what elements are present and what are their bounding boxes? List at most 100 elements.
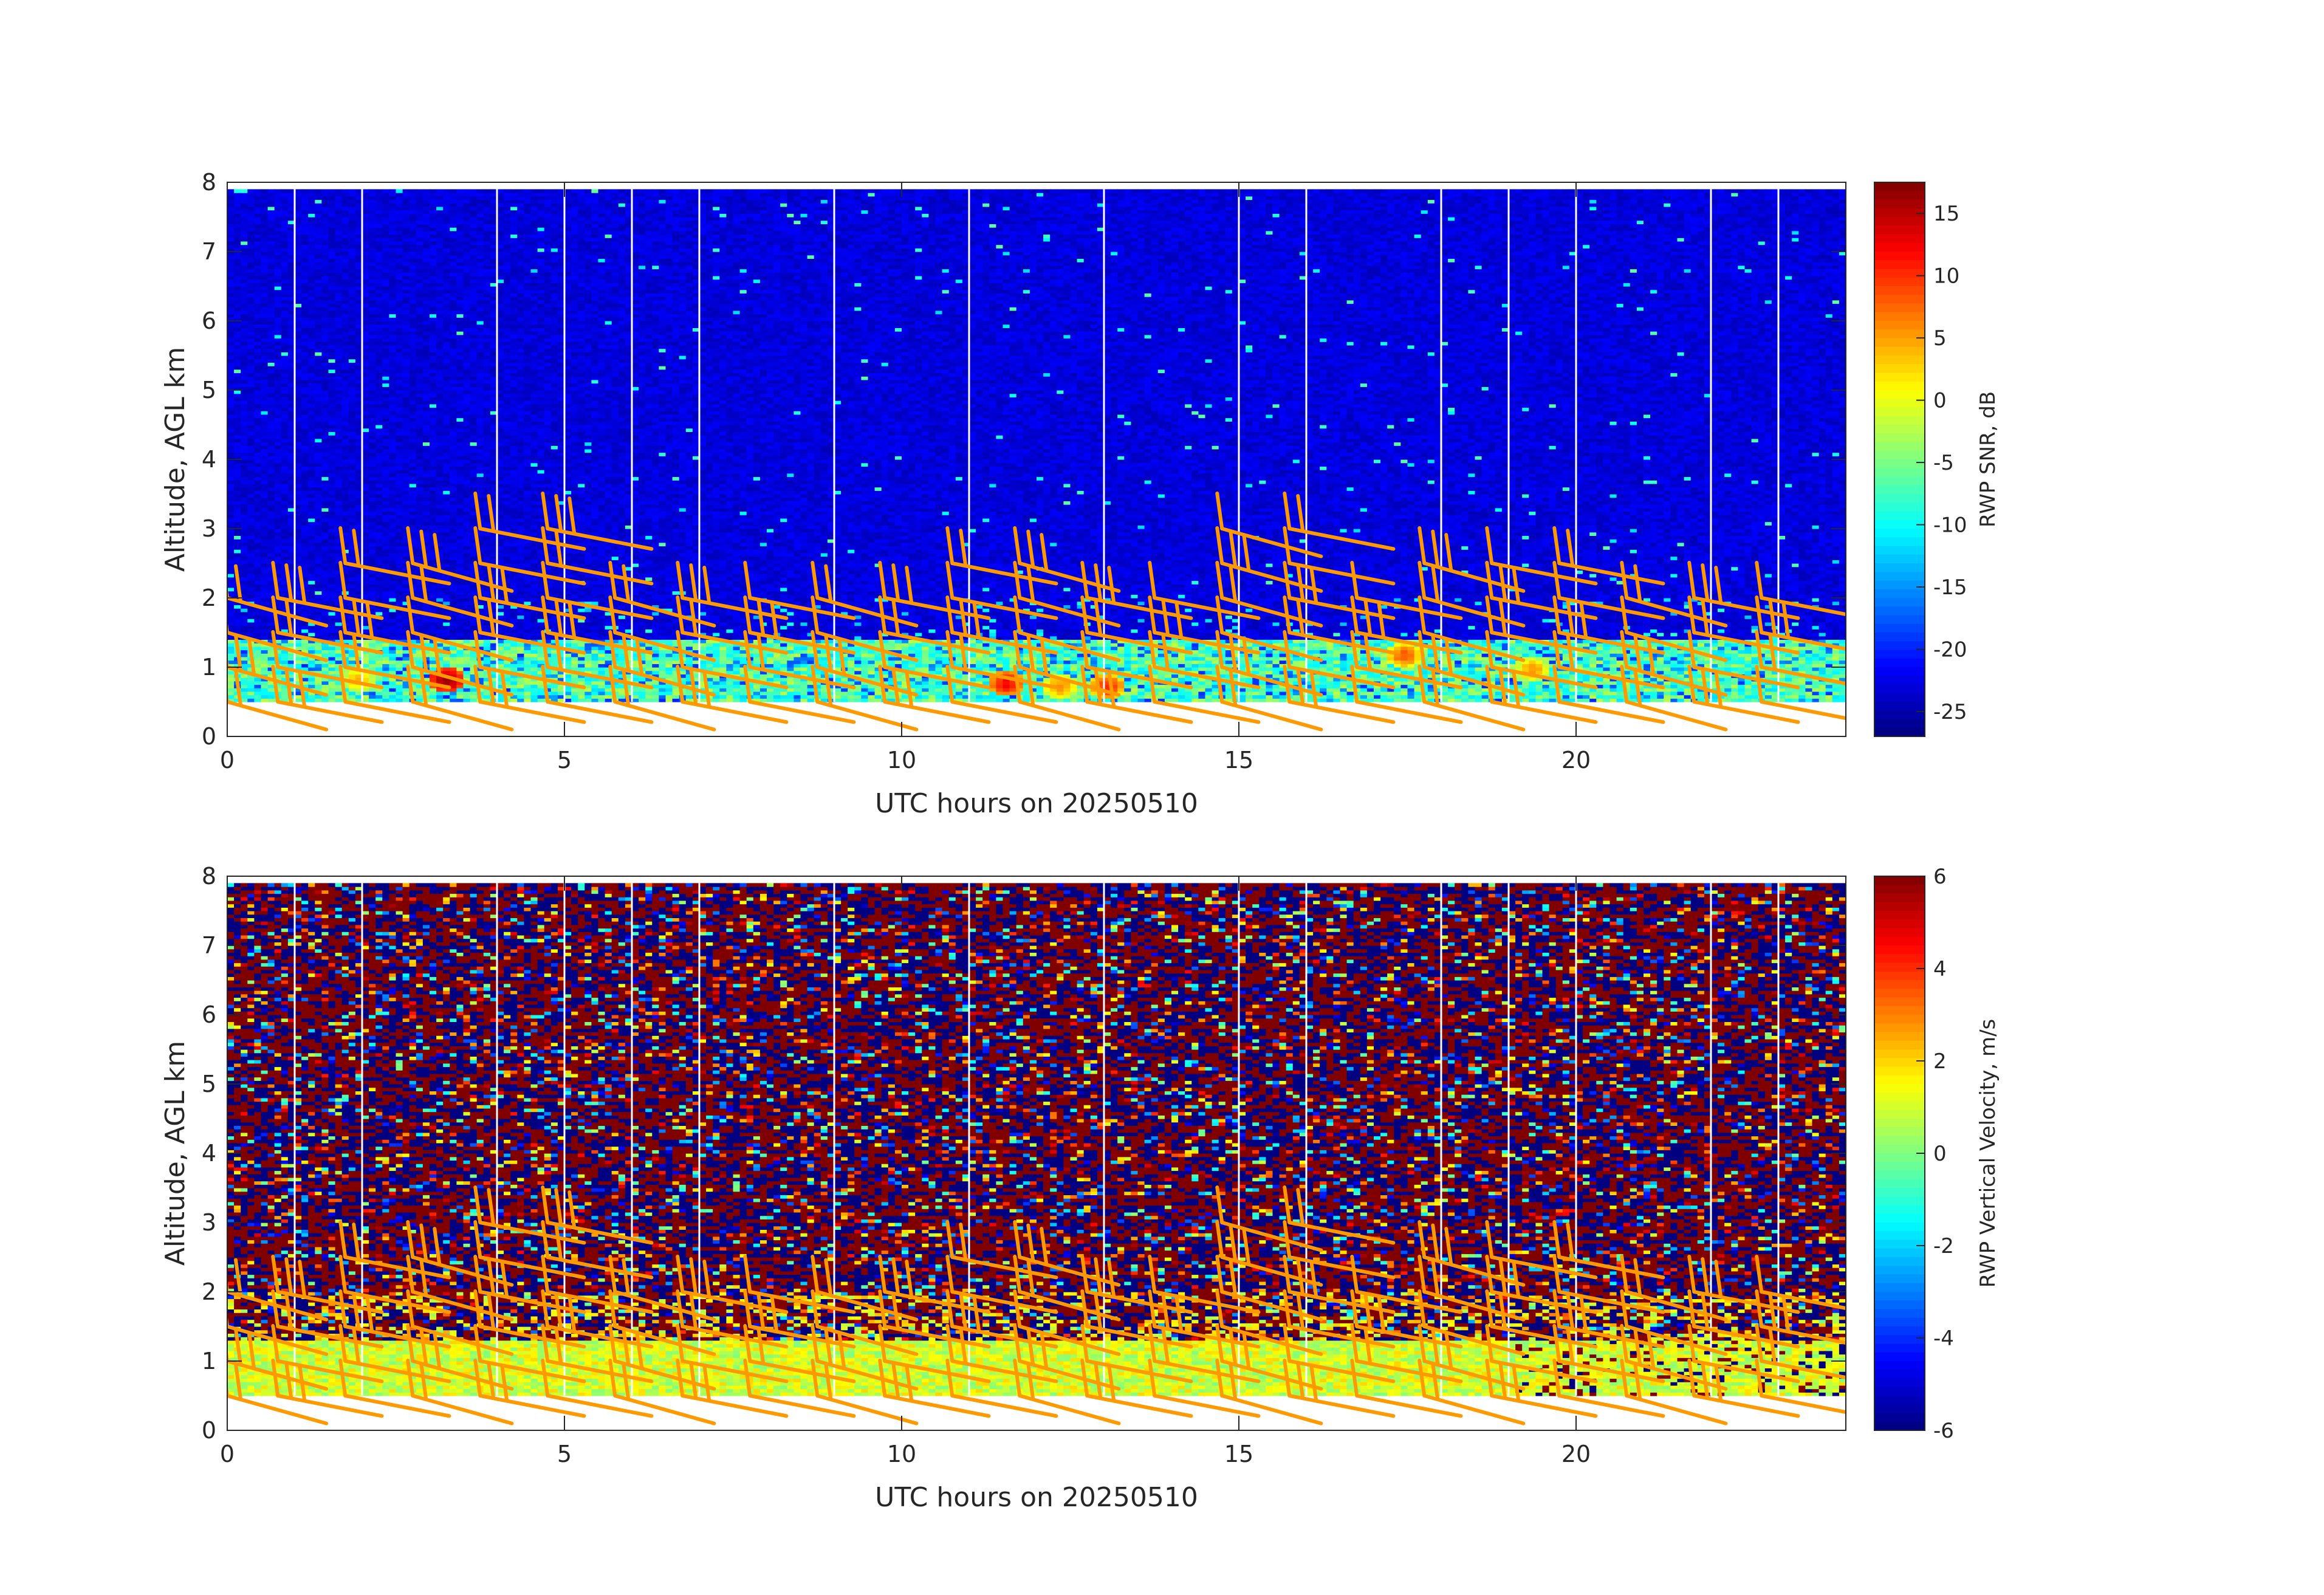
heatmap-cell: [362, 660, 369, 664]
heatmap-cell: [362, 400, 369, 404]
heatmap-cell: [295, 639, 302, 643]
heatmap-cell: [227, 442, 235, 446]
heatmap-cell: [450, 390, 457, 394]
heatmap-cell: [416, 456, 423, 459]
heatmap-cell: [301, 449, 309, 453]
heatmap-cell: [315, 473, 322, 477]
heatmap-cell: [382, 345, 389, 349]
heatmap-cell: [227, 650, 235, 654]
heatmap-cell: [362, 477, 369, 481]
heatmap-cell: [382, 622, 389, 626]
heatmap-cell: [436, 231, 444, 235]
heatmap-cell: [443, 602, 450, 605]
heatmap-cell: [329, 352, 336, 355]
heatmap-cell: [254, 245, 261, 249]
heatmap-cell: [389, 241, 396, 245]
heatmap-cell: [416, 207, 423, 210]
heatmap-cell: [241, 498, 248, 501]
heatmap-cell: [329, 241, 336, 245]
heatmap-cell: [362, 380, 369, 383]
heatmap-cell: [234, 622, 241, 626]
heatmap-cell: [416, 622, 423, 626]
heatmap-cell: [321, 588, 329, 591]
heatmap-cell: [362, 335, 369, 338]
heatmap-cell: [403, 622, 410, 626]
heatmap-cell: [295, 217, 302, 221]
heatmap-cell: [281, 657, 289, 660]
heatmap-cell: [349, 383, 356, 387]
heatmap-cell: [254, 196, 261, 200]
heatmap-cell: [295, 207, 302, 210]
heatmap-cell: [410, 297, 417, 300]
heatmap-cell: [416, 283, 423, 286]
heatmap-cell: [321, 671, 329, 674]
heatmap-cell: [430, 235, 437, 238]
heatmap-cell: [227, 639, 235, 643]
heatmap-cell: [315, 227, 322, 231]
heatmap-cell: [369, 466, 376, 470]
heatmap-cell: [308, 667, 315, 671]
heatmap-cell: [436, 512, 444, 515]
heatmap-cell: [430, 213, 437, 217]
heatmap-cell: [247, 532, 255, 536]
heatmap-cell: [443, 563, 450, 567]
heatmap-cell: [389, 383, 396, 387]
heatmap-cell: [254, 189, 261, 193]
heatmap-cell: [389, 691, 396, 695]
heatmap-cell: [416, 352, 423, 355]
heatmap-cell: [436, 445, 444, 449]
heatmap-cell: [321, 560, 329, 563]
heatmap-cell: [329, 200, 336, 204]
heatmap-cell: [247, 504, 255, 508]
heatmap-cell: [436, 622, 444, 626]
heatmap-cell: [443, 591, 450, 595]
heatmap-cell: [335, 501, 343, 504]
heatmap-cell: [295, 414, 302, 418]
heatmap-cell: [443, 248, 450, 252]
heatmap-cell: [382, 210, 389, 214]
heatmap-cell: [430, 304, 437, 307]
heatmap-cell: [382, 660, 389, 664]
heatmap-cell: [247, 352, 255, 355]
heatmap-cell: [329, 494, 336, 498]
heatmap-cell: [450, 473, 457, 477]
heatmap-cell: [301, 518, 309, 522]
heatmap-cell: [301, 466, 309, 470]
heatmap-cell: [241, 619, 248, 622]
heatmap-cell: [254, 470, 261, 473]
heatmap-cell: [436, 297, 444, 300]
heatmap-cell: [321, 280, 329, 283]
heatmap-cell: [275, 435, 282, 439]
heatmap-cell: [410, 314, 417, 318]
heatmap-cell: [261, 408, 269, 411]
heatmap-cell: [403, 553, 410, 557]
heatmap-cell: [261, 453, 269, 456]
heatmap-cell: [375, 594, 383, 598]
heatmap-cell: [234, 362, 241, 366]
heatmap-cell: [362, 266, 369, 269]
heatmap-cell: [281, 255, 289, 259]
heatmap-cell: [342, 310, 349, 314]
heatmap-cell: [443, 553, 450, 557]
heatmap-cell: [295, 408, 302, 411]
heatmap-cell: [382, 456, 389, 459]
heatmap-cell: [369, 383, 376, 387]
heatmap-cell: [268, 453, 275, 456]
heatmap-cell: [396, 557, 403, 560]
heatmap-cell: [275, 525, 282, 529]
heatmap-cell: [247, 376, 255, 380]
heatmap-cell: [362, 324, 369, 328]
heatmap-cell: [295, 411, 302, 414]
heatmap-cell: [281, 494, 289, 498]
heatmap-cell: [396, 414, 403, 418]
heatmap-cell: [301, 512, 309, 515]
heatmap-cell: [241, 283, 248, 286]
heatmap-cell: [375, 477, 383, 481]
heatmap-cell: [423, 605, 430, 608]
heatmap-cell: [436, 498, 444, 501]
heatmap-cell: [329, 633, 336, 636]
heatmap-cell: [321, 341, 329, 345]
heatmap-cell: [308, 290, 315, 293]
heatmap-cell: [342, 435, 349, 439]
heatmap-cell: [315, 598, 322, 602]
